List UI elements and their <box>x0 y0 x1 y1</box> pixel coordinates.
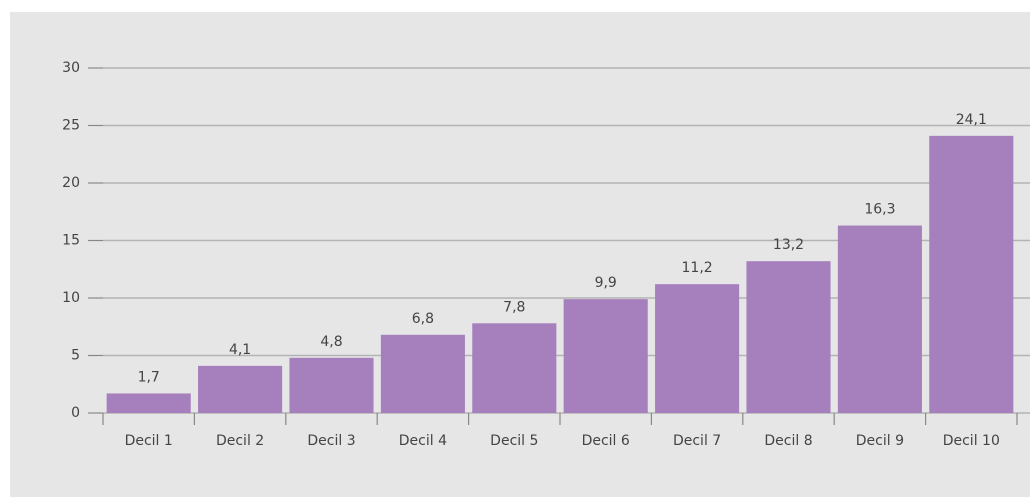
y-tick-label: 20 <box>62 175 80 191</box>
x-tick-label: Decil 6 <box>582 433 630 449</box>
x-tick-label: Decil 4 <box>399 433 447 449</box>
value-label: 16,3 <box>864 202 895 218</box>
x-tick-label: Decil 10 <box>943 433 1000 449</box>
y-tick-label: 10 <box>62 290 80 306</box>
y-tick-label: 15 <box>62 233 80 249</box>
bar <box>289 357 374 413</box>
y-tick-label: 0 <box>71 405 80 421</box>
x-tick-label: Decil 7 <box>673 433 721 449</box>
value-label: 4,1 <box>229 342 251 358</box>
y-tick-label: 30 <box>62 60 80 76</box>
x-tick-label: Decil 3 <box>307 433 355 449</box>
bar <box>746 261 831 413</box>
value-label: 6,8 <box>412 311 434 327</box>
bar <box>106 393 191 413</box>
value-label: 1,7 <box>138 369 160 385</box>
x-tick-label: Decil 9 <box>856 433 904 449</box>
value-label: 7,8 <box>503 299 525 315</box>
value-label: 24,1 <box>956 112 987 128</box>
x-tick-label: Decil 2 <box>216 433 264 449</box>
bar <box>472 323 557 413</box>
y-tick-label: 5 <box>71 348 80 364</box>
y-tick-label: 25 <box>62 118 80 134</box>
bar <box>198 365 283 413</box>
bar <box>837 225 922 413</box>
x-tick-label: Decil 5 <box>490 433 538 449</box>
x-tick-label: Decil 8 <box>764 433 812 449</box>
bar <box>655 284 740 413</box>
value-label: 4,8 <box>320 334 342 350</box>
x-tick-label: Decil 1 <box>125 433 173 449</box>
value-label: 9,9 <box>595 275 617 291</box>
value-label: 13,2 <box>773 237 804 253</box>
bar <box>563 299 648 413</box>
bar <box>380 334 465 413</box>
value-label: 11,2 <box>682 260 713 276</box>
bar <box>929 135 1014 413</box>
